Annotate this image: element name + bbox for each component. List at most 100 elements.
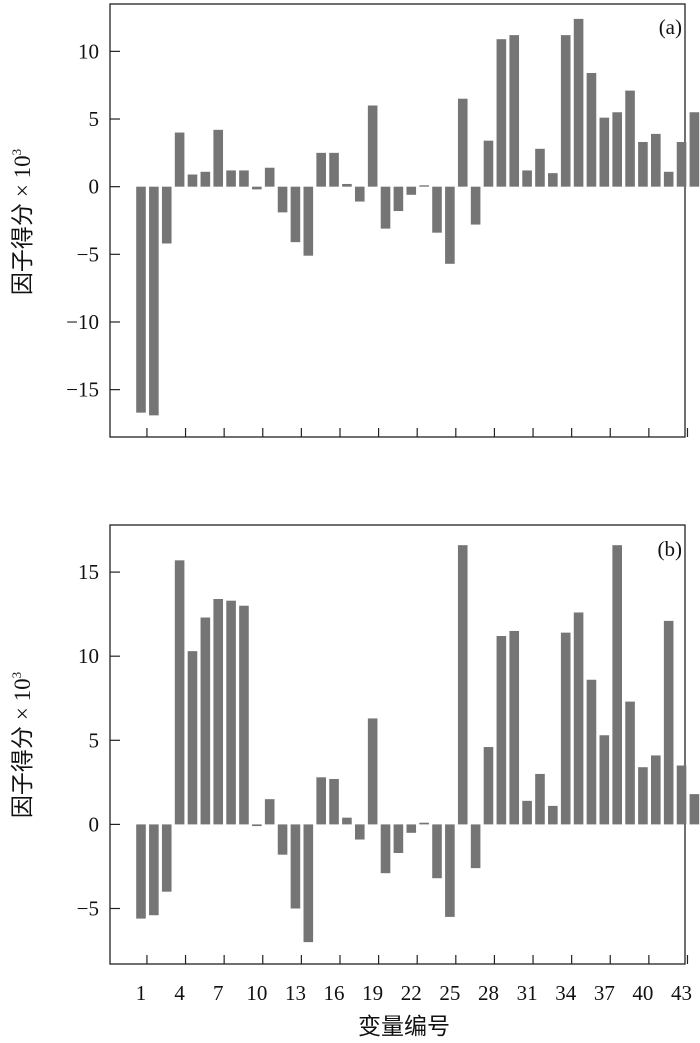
bar	[316, 777, 326, 825]
bar	[432, 824, 442, 879]
x-ticks-b	[146, 955, 689, 964]
bar	[663, 171, 674, 187]
bar	[393, 824, 404, 853]
bar	[303, 824, 314, 943]
panel-label-b: (b)	[658, 537, 683, 561]
bar	[226, 600, 236, 825]
bar	[586, 679, 597, 825]
bar	[470, 186, 481, 225]
bar	[226, 170, 236, 187]
bar	[612, 545, 622, 825]
y-tick-label: −5	[77, 896, 99, 920]
bar	[136, 824, 146, 919]
bar	[200, 617, 211, 825]
bar	[625, 701, 635, 825]
bar	[689, 112, 700, 187]
bar	[651, 755, 661, 825]
x-tick-label: 28	[478, 981, 499, 1005]
x-tick-label: 19	[362, 981, 383, 1005]
bar	[239, 170, 249, 187]
bar	[380, 824, 391, 874]
bars-b	[136, 545, 700, 943]
bar	[264, 799, 275, 825]
x-tick-label: 7	[213, 981, 224, 1005]
y-tick-label: 0	[89, 812, 100, 836]
bar	[496, 636, 507, 825]
bar	[239, 605, 249, 825]
bar	[303, 186, 314, 256]
bar	[457, 545, 468, 825]
bar	[187, 651, 198, 825]
bar	[342, 817, 352, 825]
y-tick-label: −15	[66, 378, 99, 402]
x-tick-label: 31	[517, 981, 538, 1005]
bar	[213, 599, 224, 825]
y-tick-label: 0	[89, 175, 100, 199]
bar	[496, 39, 507, 187]
bar	[393, 186, 404, 212]
bar	[586, 73, 597, 187]
bar	[419, 185, 429, 187]
x-tick-label: 4	[174, 981, 185, 1005]
bar	[560, 35, 571, 187]
plot-frame-b	[109, 524, 686, 965]
bar	[676, 765, 687, 825]
x-tick-label: 40	[632, 981, 653, 1005]
y-axis-b: 15 10 5 0 −5	[77, 560, 120, 920]
y-tick-label: 5	[89, 107, 100, 131]
y-tick-label: −10	[66, 310, 99, 334]
bar	[290, 186, 301, 243]
bar	[213, 129, 224, 187]
bar	[161, 186, 172, 244]
bar	[599, 117, 610, 187]
bar	[689, 794, 700, 825]
x-tick-label: 37	[594, 981, 615, 1005]
x-tick-label: 25	[439, 981, 460, 1005]
x-ticks-a	[146, 428, 689, 437]
bar	[548, 805, 558, 825]
bar	[380, 186, 391, 229]
bar	[149, 186, 159, 416]
bar	[187, 174, 198, 187]
y-axis-label-b: 因子得分× 103	[9, 672, 35, 818]
bar	[290, 824, 301, 909]
bar	[651, 133, 661, 187]
bar	[509, 630, 520, 825]
panel-b: (b) 15 10 5 0 −5 因子得分× 103	[9, 524, 700, 965]
x-tick-label: 13	[285, 981, 306, 1005]
bar	[367, 718, 378, 825]
bar	[676, 142, 687, 187]
bar	[445, 186, 455, 264]
x-tick-label: 43	[671, 981, 692, 1005]
x-tick-label: 34	[555, 981, 577, 1005]
bar	[432, 186, 442, 233]
bar	[573, 612, 584, 825]
bar	[599, 735, 610, 825]
y-axis-label-a: 因子得分× 103	[9, 149, 35, 295]
bar	[548, 173, 558, 187]
bar	[612, 112, 622, 187]
y-tick-label: 10	[78, 39, 99, 63]
bar	[329, 778, 339, 825]
bar	[625, 90, 635, 187]
plot-frame-a	[109, 3, 686, 438]
bar	[470, 824, 481, 869]
x-axis-label: 变量编号	[358, 1014, 450, 1039]
y-axis-a: 10 5 0 −5 −10 −15	[66, 39, 120, 402]
bar	[522, 800, 532, 825]
panel-a: (a) 10 5 0 −5 −10 −15 因子得分× 103	[9, 3, 700, 438]
bar	[174, 560, 185, 825]
bar	[252, 824, 262, 827]
x-tick-label: 22	[401, 981, 422, 1005]
bar	[252, 186, 262, 190]
bars-a	[136, 18, 700, 416]
bar	[264, 167, 275, 187]
bar	[342, 183, 352, 187]
bar	[509, 35, 520, 187]
bar	[663, 620, 674, 825]
bar	[483, 747, 494, 825]
bar	[483, 140, 494, 187]
bar	[406, 186, 417, 195]
x-tick-label: 1	[136, 981, 147, 1005]
